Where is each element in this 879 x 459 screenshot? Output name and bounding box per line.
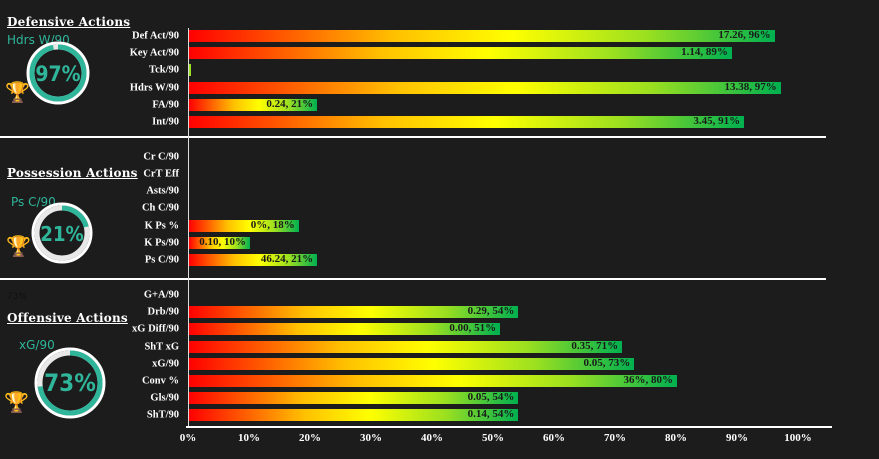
bar: 0.05, 54% (189, 391, 519, 404)
x-tick-label: 50% (482, 432, 504, 444)
row-label: ShT/90 (146, 409, 179, 421)
y-axis-line (188, 28, 189, 428)
gauge-value: 21% (40, 222, 84, 246)
gauge-progress-arc (37, 350, 103, 416)
bar-data-label: 36%, 80% (623, 374, 674, 386)
x-tick-label: 40% (421, 432, 443, 444)
row-label: xG/90 (152, 358, 179, 370)
bar: 13.38, 97% (189, 81, 781, 94)
bar-data-label: 0.24, 21% (266, 98, 314, 110)
gauge-outer-ring (26, 41, 90, 105)
bar-data-label: 0.10, 10% (199, 236, 246, 248)
row-label: Key Act/90 (129, 47, 179, 59)
x-tick-label: 0% (179, 432, 197, 444)
row-label: Asts/90 (146, 185, 179, 197)
kpi-label-offensive: xG/90 (19, 338, 55, 352)
row-label: ShT xG (144, 341, 179, 353)
section-title-defensive: Defensive Actions (7, 15, 131, 29)
bar-data-label: 0.05, 54% (467, 391, 515, 403)
x-tick-label: 90% (726, 432, 748, 444)
bar: 0.05, 73% (189, 357, 635, 370)
row-label: K Ps/90 (144, 237, 179, 249)
section-title-offensive: Offensive Actions (7, 311, 128, 325)
bar-data-label: 0.35, 71% (571, 340, 619, 352)
section-divider (0, 278, 826, 280)
x-tick-label: 80% (665, 432, 687, 444)
bar-data-label: 0.00, 51% (449, 322, 497, 334)
row-label: Ch C/90 (141, 202, 179, 214)
row-label: Hdrs W/90 (129, 82, 179, 94)
gauge-progress-arc (29, 44, 87, 102)
bar-data-label: 17.26, 96% (718, 29, 771, 41)
gauge-outer-ring (34, 347, 106, 419)
row-label: G+A/90 (143, 289, 179, 301)
bar-data-label: 1.14, 89% (681, 46, 728, 58)
bar-data-label: 13.38, 97% (724, 81, 777, 93)
bar: 0.35, 71% (189, 340, 623, 353)
x-tick-label: 70% (604, 432, 626, 444)
gauge-outer-ring (31, 202, 93, 264)
row-label: Gls/90 (150, 392, 179, 404)
section-title-possession: Possession Actions (7, 166, 138, 180)
gauge-value: 97% (35, 62, 80, 86)
row-label: Drb/90 (147, 306, 180, 318)
bar: 0.00, 51% (189, 322, 501, 335)
x-tick-label: 10% (238, 432, 260, 444)
bar: 0.24, 21% (189, 98, 318, 111)
trophy-icon: 🏆 (6, 234, 31, 258)
row-label: Def Act/90 (132, 30, 179, 42)
trophy-icon: 🏆 (4, 390, 29, 414)
bar-data-label: 3.45, 91% (693, 115, 741, 127)
bar (189, 64, 191, 76)
x-tick-label: 60% (543, 432, 565, 444)
row-label: xG Diff/90 (132, 323, 179, 335)
offensive-note: 73% (7, 292, 28, 302)
bar: 36%, 80% (189, 374, 677, 387)
row-label: Int/90 (152, 116, 179, 128)
bar: 1.14, 89% (189, 46, 732, 59)
kpi-label-possession: Ps C/90 (11, 195, 56, 209)
bar: 0.29, 54% (189, 305, 519, 318)
row-label: CrT Eff (143, 168, 179, 180)
x-tick-label: 20% (299, 432, 321, 444)
bar-data-label: 46.24, 21% (260, 253, 314, 265)
gauge-value: 73% (44, 369, 96, 397)
x-tick-label: 100% (784, 432, 812, 444)
gauge-progress-arc (34, 205, 90, 261)
row-label: Conv % (141, 375, 179, 387)
bar: 46.24, 21% (189, 253, 318, 266)
bar: 0.14, 54% (189, 408, 519, 421)
x-tick-label: 30% (360, 432, 382, 444)
row-label: Ps C/90 (144, 254, 179, 266)
bar: 0%, 18% (189, 219, 299, 232)
x-axis-line (186, 426, 832, 428)
bar-data-label: 0.29, 54% (467, 305, 515, 317)
bar: 17.26, 96% (189, 29, 775, 42)
bar-data-label: 0.14, 54% (467, 408, 515, 420)
row-label: K Ps % (144, 220, 179, 232)
bar-data-label: 0%, 18% (250, 219, 295, 231)
trophy-icon: 🏆 (5, 80, 30, 104)
bar-data-label: 0.05, 73% (583, 357, 631, 369)
row-label: Cr C/90 (143, 151, 179, 163)
section-divider (0, 136, 826, 138)
row-label: Tck/90 (149, 64, 179, 76)
bar: 3.45, 91% (189, 115, 745, 128)
row-label: FA/90 (152, 99, 179, 111)
bar: 0.10, 10% (189, 236, 250, 249)
